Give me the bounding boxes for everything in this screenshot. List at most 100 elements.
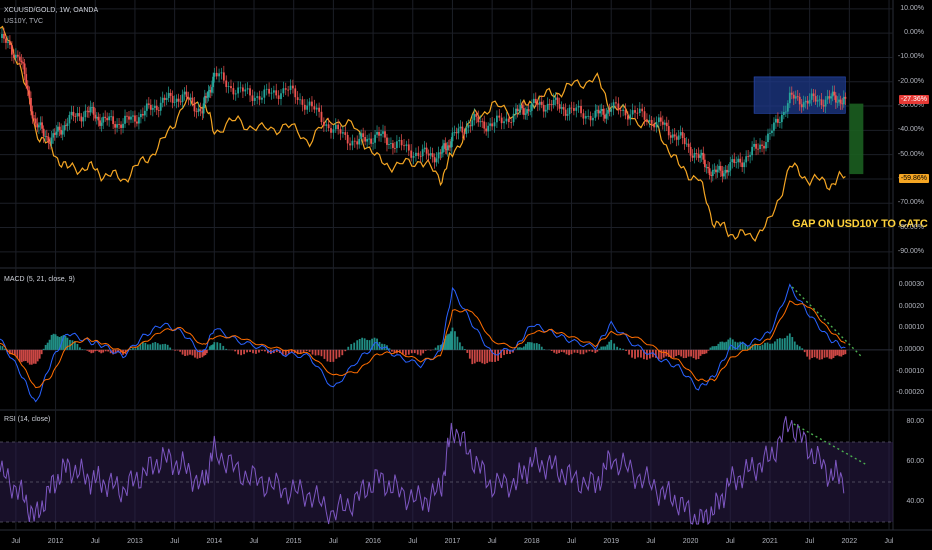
macd-hist-bar xyxy=(533,343,536,350)
y-tick-label: -80.00% xyxy=(897,223,924,231)
macd-hist-bar xyxy=(86,349,89,351)
candle-body xyxy=(64,125,67,127)
candle-body xyxy=(292,85,294,89)
candle-body xyxy=(165,98,168,100)
macd-hist-bar xyxy=(488,349,491,362)
macd-hist-bar xyxy=(791,336,794,350)
candle-body xyxy=(5,38,7,43)
candle-body xyxy=(763,145,765,149)
candle-body xyxy=(677,135,680,140)
candle-body xyxy=(366,139,369,142)
macd-hist-bar xyxy=(803,349,806,353)
macd-hist-bar xyxy=(766,342,769,350)
macd-hist-bar xyxy=(169,347,172,350)
macd-hist-bar xyxy=(44,344,47,350)
candle-body xyxy=(171,95,174,103)
macd-hist-bar xyxy=(483,349,486,365)
candle-body xyxy=(136,121,138,124)
candle-body xyxy=(522,108,525,115)
x-tick-label: Jul xyxy=(567,538,576,545)
candle-body xyxy=(202,103,205,114)
macd-hist-bar xyxy=(836,349,839,356)
macd-hist-bar xyxy=(692,349,695,359)
candle-body xyxy=(33,118,36,120)
x-tick-label: Jul xyxy=(646,538,656,545)
macd-hist-bar xyxy=(468,349,471,359)
candle-body xyxy=(181,94,184,103)
candle-body xyxy=(37,125,40,128)
macd-hist-bar xyxy=(596,349,599,352)
candle-body xyxy=(356,141,359,145)
candle-body xyxy=(665,122,668,127)
macd-hist-bar xyxy=(598,348,601,350)
candle-body xyxy=(346,134,349,144)
macd-hist-bar xyxy=(604,346,607,350)
macd-hist-bar xyxy=(249,349,251,353)
macd-hist-bar xyxy=(204,349,207,356)
macd-hist-bar xyxy=(317,349,320,356)
candle-body xyxy=(57,126,59,132)
candle-body xyxy=(272,90,275,93)
candle-body xyxy=(232,88,235,95)
candle-body xyxy=(727,170,730,173)
candle-body xyxy=(610,108,613,112)
candle-body xyxy=(643,111,646,120)
candle-body xyxy=(500,117,503,124)
candle-body xyxy=(749,155,752,157)
candle-body xyxy=(108,116,111,121)
macd-hist-bar xyxy=(729,337,732,350)
macd-hist-bar xyxy=(840,349,843,357)
candle-body xyxy=(526,109,528,114)
x-tick-label: Jul xyxy=(249,538,259,545)
x-tick-label: 2020 xyxy=(682,538,699,545)
candle-body xyxy=(253,97,256,101)
price-badge-us10y: -59.86% xyxy=(898,173,929,183)
candle-body xyxy=(419,155,422,157)
candle-body xyxy=(203,96,206,104)
macd-hist-bar xyxy=(821,349,823,360)
macd-hist-bar xyxy=(141,342,144,350)
macd-hist-bar xyxy=(341,349,344,356)
macd-hist-bar xyxy=(450,331,452,350)
candle-body xyxy=(641,108,644,112)
macd-hist-bar xyxy=(677,349,680,356)
macd-hist-bar xyxy=(494,349,497,362)
candle-body xyxy=(337,124,340,130)
macd-hist-bar xyxy=(329,349,332,363)
candle-body xyxy=(289,85,292,91)
macd-hist-bar xyxy=(350,344,353,350)
candle-body xyxy=(455,132,458,134)
candle-body xyxy=(351,140,354,146)
macd-line xyxy=(0,283,846,403)
candle-body xyxy=(116,124,118,128)
macd-hist-bar xyxy=(570,349,573,355)
candle-body xyxy=(512,113,515,123)
macd-hist-bar xyxy=(216,342,219,350)
candle-body xyxy=(796,96,799,98)
candle-body xyxy=(463,132,466,134)
candle-body xyxy=(733,159,736,163)
macd-hist-bar xyxy=(522,346,525,350)
candle-body xyxy=(429,153,432,156)
candle-body xyxy=(646,119,648,122)
candle-body xyxy=(775,118,777,123)
candle-body xyxy=(564,109,567,116)
macd-hist-bar xyxy=(786,335,789,350)
macd-hist-bar xyxy=(675,349,678,357)
macd-hist-bar xyxy=(451,327,454,350)
candle-body xyxy=(812,93,815,97)
candle-body xyxy=(12,54,15,58)
candle-body xyxy=(114,124,116,128)
candle-body xyxy=(364,137,367,142)
macd-hist-bar xyxy=(579,349,582,355)
macd-hist-bar xyxy=(371,338,373,350)
candle-body xyxy=(246,88,249,90)
candle-body xyxy=(344,132,347,135)
macd-hist-bar xyxy=(711,346,714,350)
macd-hist-bar xyxy=(713,346,716,350)
candle-body xyxy=(440,152,443,154)
macd-hist-bar xyxy=(16,349,19,359)
candle-body xyxy=(461,126,464,133)
candle-body xyxy=(653,123,655,128)
